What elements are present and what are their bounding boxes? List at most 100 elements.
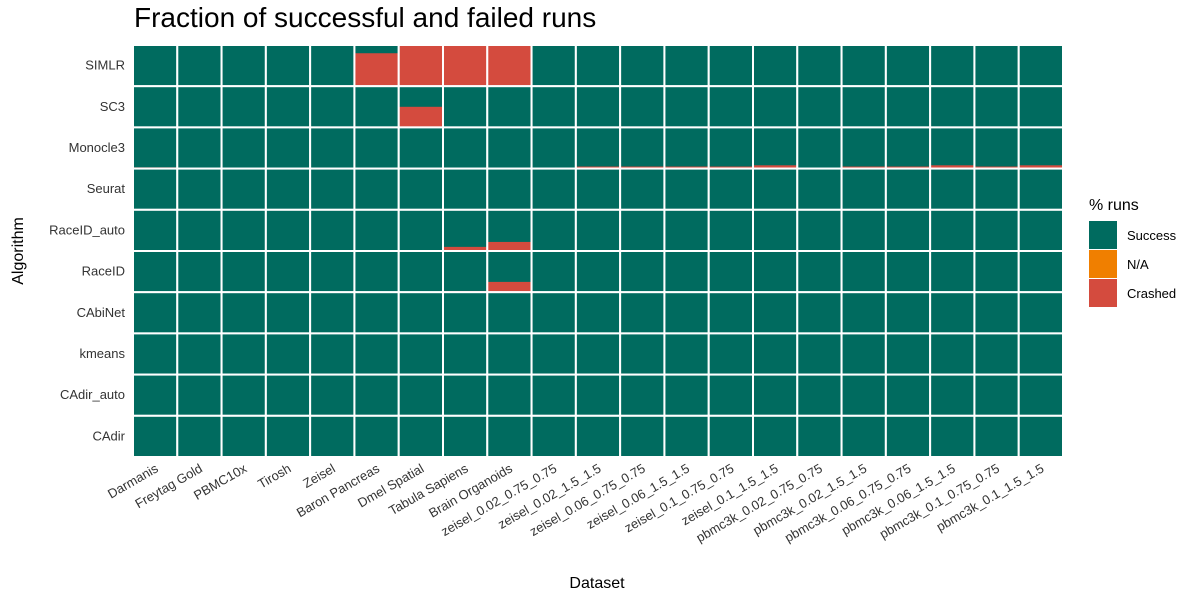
- success-fill: [354, 415, 399, 457]
- success-fill: [841, 45, 886, 87]
- success-fill: [930, 374, 975, 416]
- heatmap-cell: [309, 208, 356, 253]
- heatmap-cell: [220, 85, 267, 129]
- success-fill: [265, 45, 311, 87]
- crashed-fill: [708, 166, 753, 169]
- heatmap-cell: [752, 291, 799, 335]
- success-fill: [443, 374, 488, 416]
- heatmap-cell: [619, 44, 666, 88]
- heatmap-cell: [220, 44, 267, 88]
- heatmap-cell: [264, 373, 312, 417]
- success-fill: [930, 333, 975, 375]
- heatmap-cell: [397, 167, 445, 211]
- heatmap-cell: [574, 414, 622, 458]
- heatmap-cell: [840, 126, 887, 170]
- success-fill: [487, 415, 532, 457]
- heatmap-cell: [973, 373, 1020, 417]
- heatmap-cell: [884, 414, 932, 458]
- heatmap-cell: [929, 291, 976, 335]
- success-fill: [310, 415, 355, 457]
- heatmap-cell: [574, 126, 622, 170]
- success-fill: [487, 86, 532, 128]
- success-fill: [620, 209, 665, 251]
- heatmap-cell: [309, 414, 356, 458]
- success-fill: [620, 415, 665, 457]
- heatmap-cell: [309, 126, 356, 170]
- heatmap-cell: [752, 126, 799, 170]
- success-fill: [354, 374, 399, 416]
- heatmap-cell: [574, 250, 622, 294]
- success-fill: [1018, 292, 1063, 334]
- success-fill: [531, 209, 576, 251]
- success-fill: [531, 45, 576, 87]
- heatmap-cell: [264, 332, 312, 376]
- heatmap-cell: [707, 291, 755, 335]
- heatmap-cell: [619, 332, 666, 376]
- success-fill: [708, 251, 753, 293]
- success-fill: [797, 251, 842, 293]
- y-tick-label: CAbiNet: [77, 305, 126, 320]
- heatmap-cell: [132, 291, 179, 335]
- success-fill: [265, 86, 311, 128]
- heatmap-cell: [973, 332, 1020, 376]
- success-fill: [177, 374, 222, 416]
- crashed-fill: [487, 241, 532, 251]
- heatmap-cell: [442, 332, 489, 376]
- success-fill: [664, 292, 709, 334]
- success-fill: [974, 415, 1019, 457]
- crashed-fill: [575, 166, 621, 169]
- heatmap-cell: [840, 44, 887, 88]
- y-tick-label: Monocle3: [69, 140, 125, 155]
- success-fill: [575, 209, 621, 251]
- success-fill: [177, 251, 222, 293]
- success-fill: [797, 127, 842, 169]
- heatmap-cell: [929, 332, 976, 376]
- heatmap-cell: [929, 414, 976, 458]
- heatmap-cell: [1017, 126, 1065, 170]
- heatmap-cell: [707, 85, 755, 129]
- success-fill: [575, 168, 621, 210]
- heatmap-cell: [1017, 44, 1065, 88]
- success-fill: [664, 251, 709, 293]
- success-fill: [398, 333, 443, 375]
- success-fill: [443, 168, 488, 210]
- success-fill: [797, 168, 842, 210]
- heatmap-cell: [353, 414, 400, 458]
- heatmap-cell: [176, 373, 223, 417]
- success-fill: [531, 168, 576, 210]
- success-fill: [575, 86, 621, 128]
- success-fill: [265, 415, 311, 457]
- success-fill: [221, 292, 266, 334]
- success-fill: [885, 86, 931, 128]
- heatmap-cell: [619, 167, 666, 211]
- y-axis-tick-labels: SIMLR SC3 Monocle3 Seurat RaceID_auto RaceID C…: [49, 58, 126, 444]
- heatmap-cell: [574, 85, 622, 129]
- legend-title: % runs: [1089, 197, 1139, 214]
- success-fill: [310, 168, 355, 210]
- heatmap-cell: [486, 44, 533, 88]
- heatmap-cell: [442, 167, 489, 211]
- heatmap-cell: [619, 291, 666, 335]
- heatmap-cell: [840, 167, 887, 211]
- heatmap-cell: [796, 44, 843, 88]
- heatmap-cell: [220, 250, 267, 294]
- heatmap-cell: [309, 291, 356, 335]
- y-tick-label: kmeans: [79, 346, 125, 361]
- heatmap-cell: [752, 167, 799, 211]
- success-fill: [841, 127, 886, 169]
- heatmap-cell: [486, 373, 533, 417]
- heatmap-cell: [707, 167, 755, 211]
- heatmap-cell: [442, 250, 489, 294]
- heatmap-cell: [663, 250, 710, 294]
- heatmap-cell: [663, 126, 710, 170]
- success-fill: [354, 127, 399, 169]
- success-fill: [930, 209, 975, 251]
- heatmap-cell: [176, 414, 223, 458]
- success-fill: [133, 333, 178, 375]
- heatmap-cell: [486, 167, 533, 211]
- success-fill: [620, 292, 665, 334]
- heatmap-cell: [707, 250, 755, 294]
- success-fill: [797, 45, 842, 87]
- success-fill: [664, 333, 709, 375]
- heatmap-cell: [574, 167, 622, 211]
